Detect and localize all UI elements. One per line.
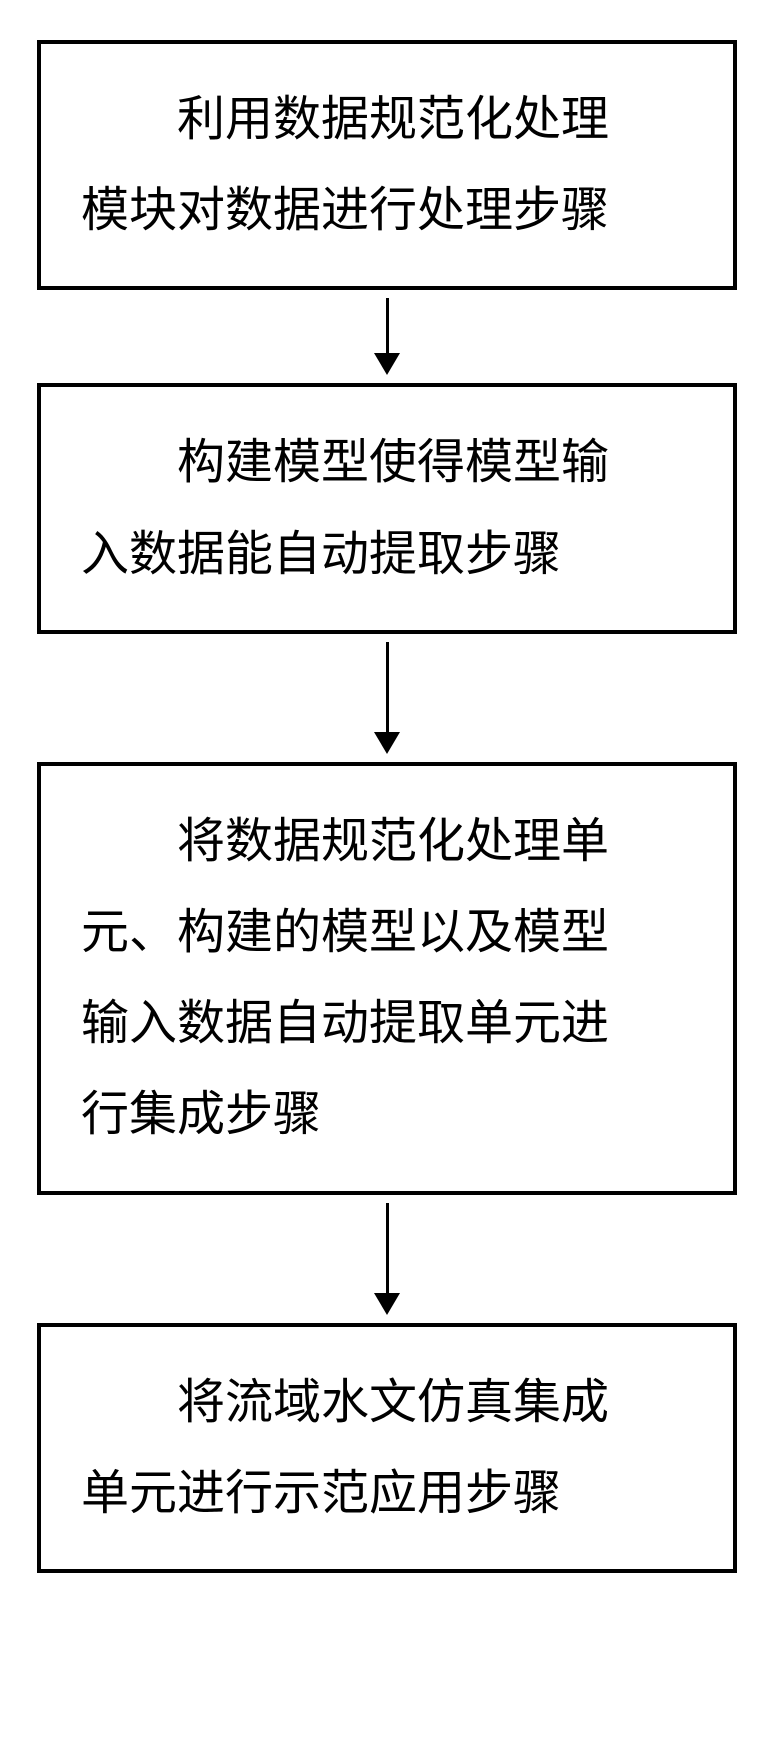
step1-box: 利用数据规范化处理 模块对数据进行处理步骤 (37, 40, 737, 290)
step3-line1: 将数据规范化处理单 (81, 796, 693, 887)
step4-box: 将流域水文仿真集成 单元进行示范应用步骤 (37, 1323, 737, 1573)
step1-line2: 模块对数据进行处理步骤 (81, 165, 693, 256)
step4-line2: 单元进行示范应用步骤 (81, 1448, 693, 1539)
flowchart-container: 利用数据规范化处理 模块对数据进行处理步骤 构建模型使得模型输 入数据能自动提取… (37, 40, 737, 1573)
arrow-line-3 (386, 1203, 389, 1293)
arrow-line-2 (386, 642, 389, 732)
step2-line2: 入数据能自动提取步骤 (81, 509, 693, 600)
step3-line4: 行集成步骤 (81, 1069, 693, 1160)
arrow-2 (374, 642, 400, 754)
step3-box: 将数据规范化处理单 元、构建的模型以及模型 输入数据自动提取单元进 行集成步骤 (37, 762, 737, 1195)
step4-line1: 将流域水文仿真集成 (81, 1357, 693, 1448)
step3-line3: 输入数据自动提取单元进 (81, 978, 693, 1069)
arrow-3 (374, 1203, 400, 1315)
step3-line2: 元、构建的模型以及模型 (81, 887, 693, 978)
step1-line1: 利用数据规范化处理 (81, 74, 693, 165)
step2-line1: 构建模型使得模型输 (81, 417, 693, 508)
arrow-1 (374, 298, 400, 375)
arrow-line-1 (386, 298, 389, 353)
step2-box: 构建模型使得模型输 入数据能自动提取步骤 (37, 383, 737, 633)
arrow-head-icon (374, 732, 400, 754)
arrow-head-icon (374, 1293, 400, 1315)
arrow-head-icon (374, 353, 400, 375)
